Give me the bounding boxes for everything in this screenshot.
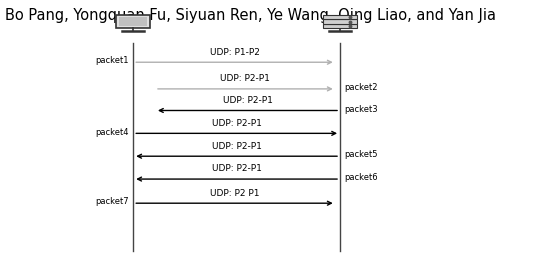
Bar — [323, 19, 357, 24]
Bar — [323, 24, 357, 28]
Bar — [119, 17, 147, 26]
Text: packet5: packet5 — [344, 150, 378, 160]
Bar — [116, 15, 150, 28]
Text: packet1: packet1 — [95, 56, 129, 66]
Text: UDP: P2-P1: UDP: P2-P1 — [222, 96, 273, 105]
Bar — [323, 15, 357, 19]
Text: packet7: packet7 — [95, 197, 129, 207]
Text: Bo Pang, Yongquan Fu, Siyuan Ren, Ye Wang, Qing Liao, and Yan Jia: Bo Pang, Yongquan Fu, Siyuan Ren, Ye Wan… — [5, 8, 497, 23]
Text: UDP: P2-P1: UDP: P2-P1 — [220, 74, 270, 83]
Text: UDP: P2-P1: UDP: P2-P1 — [212, 165, 262, 173]
Text: packet3: packet3 — [344, 105, 378, 114]
Text: UDP: P1-P2: UDP: P1-P2 — [209, 48, 259, 57]
Text: packet4: packet4 — [95, 128, 129, 137]
Text: UDP: P2-P1: UDP: P2-P1 — [212, 142, 262, 151]
Text: UDP: P2-P1: UDP: P2-P1 — [212, 119, 262, 128]
Text: packet2: packet2 — [344, 83, 378, 92]
Text: packet6: packet6 — [344, 173, 378, 182]
Text: UDP: P2 P1: UDP: P2 P1 — [210, 189, 259, 198]
